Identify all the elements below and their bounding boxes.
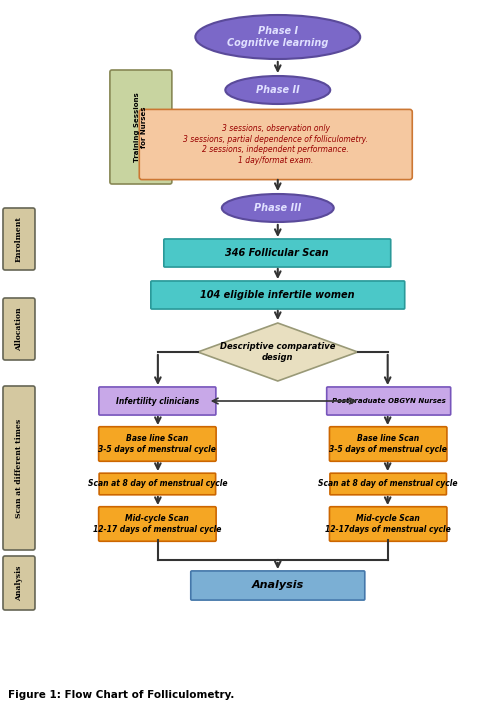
FancyBboxPatch shape [3, 556, 35, 610]
Text: Enrolment: Enrolment [15, 216, 23, 262]
FancyBboxPatch shape [3, 208, 35, 270]
FancyBboxPatch shape [110, 70, 172, 184]
FancyBboxPatch shape [164, 239, 391, 267]
Text: Training Sessions
for Nurses: Training Sessions for Nurses [134, 92, 147, 162]
Text: Analysis: Analysis [15, 566, 23, 601]
FancyBboxPatch shape [99, 473, 216, 495]
FancyBboxPatch shape [3, 386, 35, 550]
Text: Analysis: Analysis [251, 580, 304, 590]
Text: Scan at 8 day of menstrual cycle: Scan at 8 day of menstrual cycle [318, 479, 458, 489]
Text: Phase II: Phase II [256, 85, 300, 95]
FancyBboxPatch shape [3, 298, 35, 360]
Text: 346 Follicular Scan: 346 Follicular Scan [226, 248, 329, 258]
Text: Mid-cycle Scan
12-17days of menstrual cycle: Mid-cycle Scan 12-17days of menstrual cy… [326, 514, 451, 534]
FancyBboxPatch shape [139, 110, 412, 180]
FancyBboxPatch shape [326, 387, 451, 415]
FancyBboxPatch shape [330, 473, 446, 495]
Ellipse shape [222, 194, 334, 222]
FancyBboxPatch shape [329, 427, 447, 461]
Text: 104 eligible infertile women: 104 eligible infertile women [200, 290, 355, 300]
Text: Base line Scan
3-5 days of menstrual cycle: Base line Scan 3-5 days of menstrual cyc… [98, 434, 217, 454]
Text: Figure 1: Flow Chart of Folliculometry.: Figure 1: Flow Chart of Folliculometry. [8, 690, 234, 700]
Text: Allocation: Allocation [15, 307, 23, 351]
Ellipse shape [196, 15, 360, 59]
Text: Descriptive comparative
design: Descriptive comparative design [220, 342, 336, 362]
FancyBboxPatch shape [151, 281, 405, 309]
Text: Base line Scan
3-5 days of menstrual cycle: Base line Scan 3-5 days of menstrual cyc… [329, 434, 447, 454]
Text: Scan at 8 day of menstrual cycle: Scan at 8 day of menstrual cycle [87, 479, 227, 489]
Text: Postgraduate OBGYN Nurses: Postgraduate OBGYN Nurses [332, 398, 445, 404]
FancyBboxPatch shape [99, 387, 216, 415]
FancyBboxPatch shape [98, 507, 216, 542]
Text: Phase III: Phase III [254, 203, 302, 213]
Text: Mid-cycle Scan
12-17 days of menstrual cycle: Mid-cycle Scan 12-17 days of menstrual c… [93, 514, 222, 534]
Text: Phase I
Cognitive learning: Phase I Cognitive learning [227, 26, 328, 48]
Text: 3 sessions, observation only
3 sessions, partial dependence of folliculometry.
2: 3 sessions, observation only 3 sessions,… [184, 124, 368, 165]
Ellipse shape [225, 76, 330, 104]
FancyBboxPatch shape [191, 571, 365, 600]
Text: Scan at different times: Scan at different times [15, 419, 23, 518]
FancyBboxPatch shape [329, 507, 447, 542]
FancyBboxPatch shape [98, 427, 216, 461]
Polygon shape [198, 323, 358, 381]
Text: Infertility clinicians: Infertility clinicians [116, 397, 199, 406]
